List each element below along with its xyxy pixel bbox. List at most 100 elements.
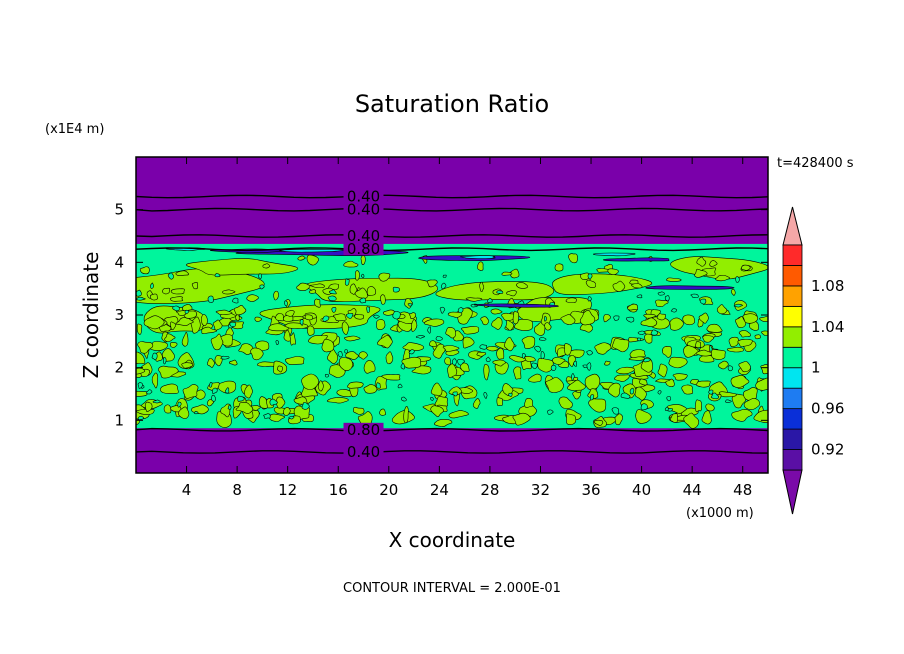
- cloud-cell: [709, 345, 713, 352]
- cloud-patch: [672, 373, 688, 381]
- cloud-patch: [306, 325, 315, 336]
- cloud-patch: [277, 365, 284, 373]
- cloud-cell: [152, 399, 161, 404]
- cloud-patch: [144, 401, 153, 413]
- cloud-patch: [694, 268, 708, 278]
- cloud-patch: [462, 336, 475, 349]
- cloud-patch: [385, 351, 394, 365]
- cloud-cell: [137, 382, 143, 389]
- cloud-patch: [614, 374, 630, 382]
- cloud-cell: [227, 405, 232, 410]
- cloud-patch: [343, 335, 361, 342]
- cloud-patch: [588, 398, 607, 413]
- cloud-patch: [552, 273, 653, 295]
- contour-label-bg: [343, 202, 384, 216]
- contour-label-bg: [343, 229, 384, 242]
- cloud-patch: [737, 339, 753, 347]
- cloud-patch: [564, 343, 572, 356]
- cloud-patch: [297, 255, 306, 261]
- cloud-patch: [354, 314, 365, 320]
- cloud-patch: [705, 403, 715, 412]
- cloud-cell: [637, 330, 646, 335]
- cloud-cell: [263, 413, 271, 419]
- cloud-patch: [760, 364, 768, 375]
- cloud-patch: [670, 256, 768, 280]
- cloud-cell: [366, 306, 371, 313]
- cloud-cell: [487, 298, 493, 304]
- cloud-patch: [738, 361, 751, 373]
- cloud-patch: [607, 268, 619, 276]
- cloud-patch: [566, 413, 577, 425]
- cloud-patch: [306, 254, 319, 266]
- cloud-patch: [403, 406, 409, 424]
- cloud-cell: [521, 353, 526, 359]
- cloud-patch: [182, 384, 199, 399]
- cloud-patch: [433, 418, 453, 427]
- cloud-patch: [301, 373, 319, 390]
- colorbar-segment: [782, 244, 803, 266]
- cloud-cell: [435, 336, 443, 341]
- cloud-patch: [496, 347, 505, 360]
- cloud-patch: [504, 337, 515, 352]
- cloud-patch: [445, 326, 457, 339]
- cloud-patch: [366, 286, 377, 296]
- cloud-patch: [175, 270, 190, 277]
- contour-label: 0.40: [347, 201, 380, 219]
- cloud-patch: [496, 397, 503, 407]
- contour-interval-footer: CONTOUR INTERVAL = 2.000E-01: [343, 581, 561, 596]
- cloud-cell: [214, 273, 221, 278]
- cloud-patch: [730, 374, 750, 388]
- cloud-cell: [269, 398, 278, 406]
- cloud-cell: [172, 305, 180, 312]
- cloud-patch: [273, 290, 279, 301]
- cloud-cell: [586, 350, 594, 356]
- cloud-cell: [664, 295, 670, 302]
- cloud-patch: [505, 319, 515, 331]
- contour-line: [136, 427, 768, 432]
- cloud-patch: [378, 272, 391, 282]
- cloud-cell: [733, 303, 743, 308]
- cloud-cell: [657, 390, 662, 395]
- cloud-cell: [735, 276, 740, 283]
- cloud-patch: [694, 399, 702, 413]
- cloud-cell: [457, 359, 465, 366]
- y-tick-label: 1: [114, 411, 124, 429]
- cloud-cell: [586, 362, 592, 371]
- cloud-patch: [668, 356, 688, 369]
- cloud-patch: [465, 297, 483, 302]
- cloud-patch: [662, 345, 672, 358]
- colorbar-segment: [782, 408, 803, 430]
- cloud-patch: [521, 336, 536, 349]
- cloud-patch: [585, 279, 597, 288]
- cloud-patch: [742, 313, 759, 324]
- cloud-patch: [754, 334, 761, 340]
- cloud-cell: [657, 291, 665, 296]
- contour-line: [136, 247, 768, 252]
- cloud-patch: [163, 404, 172, 414]
- cloud-patch: [162, 287, 170, 295]
- cloud-patch: [657, 363, 668, 378]
- cloud-cell: [508, 392, 513, 397]
- cloud-cell: [361, 273, 365, 278]
- cloud-cell: [136, 296, 146, 301]
- cloud-patch: [178, 406, 190, 420]
- cloud-patch: [738, 330, 751, 338]
- dry-streak: [474, 303, 559, 308]
- cloud-cell: [452, 358, 457, 366]
- cloud-patch: [317, 380, 324, 392]
- cloud-patch: [584, 373, 601, 391]
- cloud-patch: [698, 312, 709, 324]
- cloud-patch: [228, 359, 238, 366]
- cloud-patch: [665, 378, 675, 388]
- cloud-patch: [490, 308, 503, 315]
- cloud-patch: [702, 335, 715, 343]
- cloud-cell: [483, 391, 488, 399]
- cloud-cell: [589, 394, 595, 401]
- cloud-patch: [338, 357, 353, 371]
- cloud-patch: [314, 298, 321, 308]
- cloud-patch: [715, 274, 730, 282]
- cloud-patch: [289, 332, 296, 346]
- cloud-cell: [613, 315, 620, 321]
- cloud-cell: [625, 316, 635, 323]
